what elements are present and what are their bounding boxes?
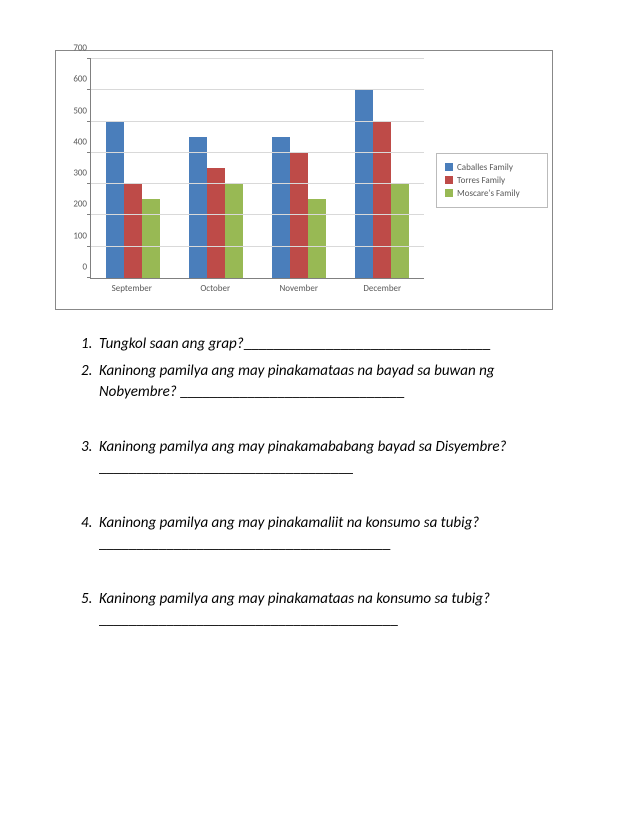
answer-blank: _______________________________________ — [99, 535, 390, 553]
legend-label: Moscare's Family — [457, 188, 520, 199]
question: 3.Kaninong pamilya ang may pinakamababan… — [81, 437, 573, 479]
bar — [272, 137, 290, 278]
question-text: Kaninong pamilya ang may pinakamataas na… — [99, 589, 573, 631]
answer-blank: _________________________________ — [244, 335, 491, 353]
question-text: Kaninong pamilya ang may pinakamaliit na… — [99, 513, 573, 555]
questions-list: 1.Tungkol saan ang grap?________________… — [55, 334, 583, 631]
question-body: Kaninong pamilya ang may pinakamataas na… — [99, 590, 490, 608]
bar — [373, 121, 391, 278]
question: 1.Tungkol saan ang grap?________________… — [81, 334, 573, 355]
question-text: Kaninong pamilya ang may pinakamababang … — [99, 437, 573, 479]
y-tick — [87, 89, 91, 90]
chart-container: 0100200300400500600700 SeptemberOctoberN… — [55, 50, 553, 310]
bar — [124, 184, 142, 278]
y-tick — [87, 246, 91, 247]
question-number: 4. — [81, 513, 99, 555]
x-label: December — [341, 283, 425, 294]
gridline — [91, 89, 424, 90]
y-label: 200 — [61, 199, 87, 210]
bar — [225, 184, 243, 278]
x-axis-labels: SeptemberOctoberNovemberDecember — [90, 283, 424, 294]
question-text: Kaninong pamilya ang may pinakamataas na… — [99, 361, 573, 403]
question: 5.Kaninong pamilya ang may pinakamataas … — [81, 589, 573, 631]
plot: 0100200300400500600700 — [90, 59, 424, 279]
bar — [142, 199, 160, 278]
y-tick — [87, 183, 91, 184]
question-body: Kaninong pamilya ang may pinakamaliit na… — [99, 514, 479, 532]
question-number: 1. — [81, 334, 99, 355]
question: 4.Kaninong pamilya ang may pinakamaliit … — [81, 513, 573, 555]
y-tick — [87, 277, 91, 278]
y-tick — [87, 58, 91, 59]
legend-item: Torres Family — [445, 175, 539, 186]
bar — [391, 184, 409, 278]
y-label: 400 — [61, 136, 87, 147]
y-label: 0 — [61, 262, 87, 273]
gridline — [91, 183, 424, 184]
legend-label: Torres Family — [457, 175, 505, 186]
y-label: 100 — [61, 230, 87, 241]
answer-blank: ________________________________________ — [99, 611, 398, 629]
legend-item: Caballes Family — [445, 162, 539, 173]
legend-item: Moscare's Family — [445, 188, 539, 199]
bar — [189, 137, 207, 278]
answer-blank: __________________________________ — [99, 459, 353, 477]
gridline — [91, 246, 424, 247]
legend-label: Caballes Family — [457, 162, 513, 173]
legend: Caballes Family Torres Family Moscare's Fa… — [436, 153, 548, 208]
question-body: Kaninong pamilya ang may pinakamababang … — [99, 438, 506, 456]
y-label: 600 — [61, 74, 87, 85]
x-label: September — [90, 283, 174, 294]
question-number: 2. — [81, 361, 99, 403]
legend-column: Caballes Family Torres Family Moscare's Fa… — [428, 51, 552, 309]
gridline — [91, 152, 424, 153]
gridline — [91, 121, 424, 122]
bar — [207, 168, 225, 278]
y-tick — [87, 214, 91, 215]
answer-blank: ______________________________ — [180, 383, 404, 401]
bar — [308, 199, 326, 278]
question-number: 3. — [81, 437, 99, 479]
bar — [106, 121, 124, 278]
question-text: Tungkol saan ang grap?__________________… — [99, 334, 573, 355]
x-label: November — [257, 283, 341, 294]
legend-swatch — [445, 163, 453, 171]
y-tick — [87, 121, 91, 122]
legend-swatch — [445, 189, 453, 197]
y-label: 700 — [61, 43, 87, 54]
y-tick — [87, 152, 91, 153]
question-body: Tungkol saan ang grap? — [99, 335, 244, 353]
gridline — [91, 214, 424, 215]
legend-swatch — [445, 176, 453, 184]
y-label: 300 — [61, 168, 87, 179]
y-label: 500 — [61, 105, 87, 116]
question: 2.Kaninong pamilya ang may pinakamataas … — [81, 361, 573, 403]
plot-area: 0100200300400500600700 SeptemberOctoberN… — [56, 51, 428, 309]
question-number: 5. — [81, 589, 99, 631]
x-label: October — [174, 283, 258, 294]
gridline — [91, 58, 424, 59]
